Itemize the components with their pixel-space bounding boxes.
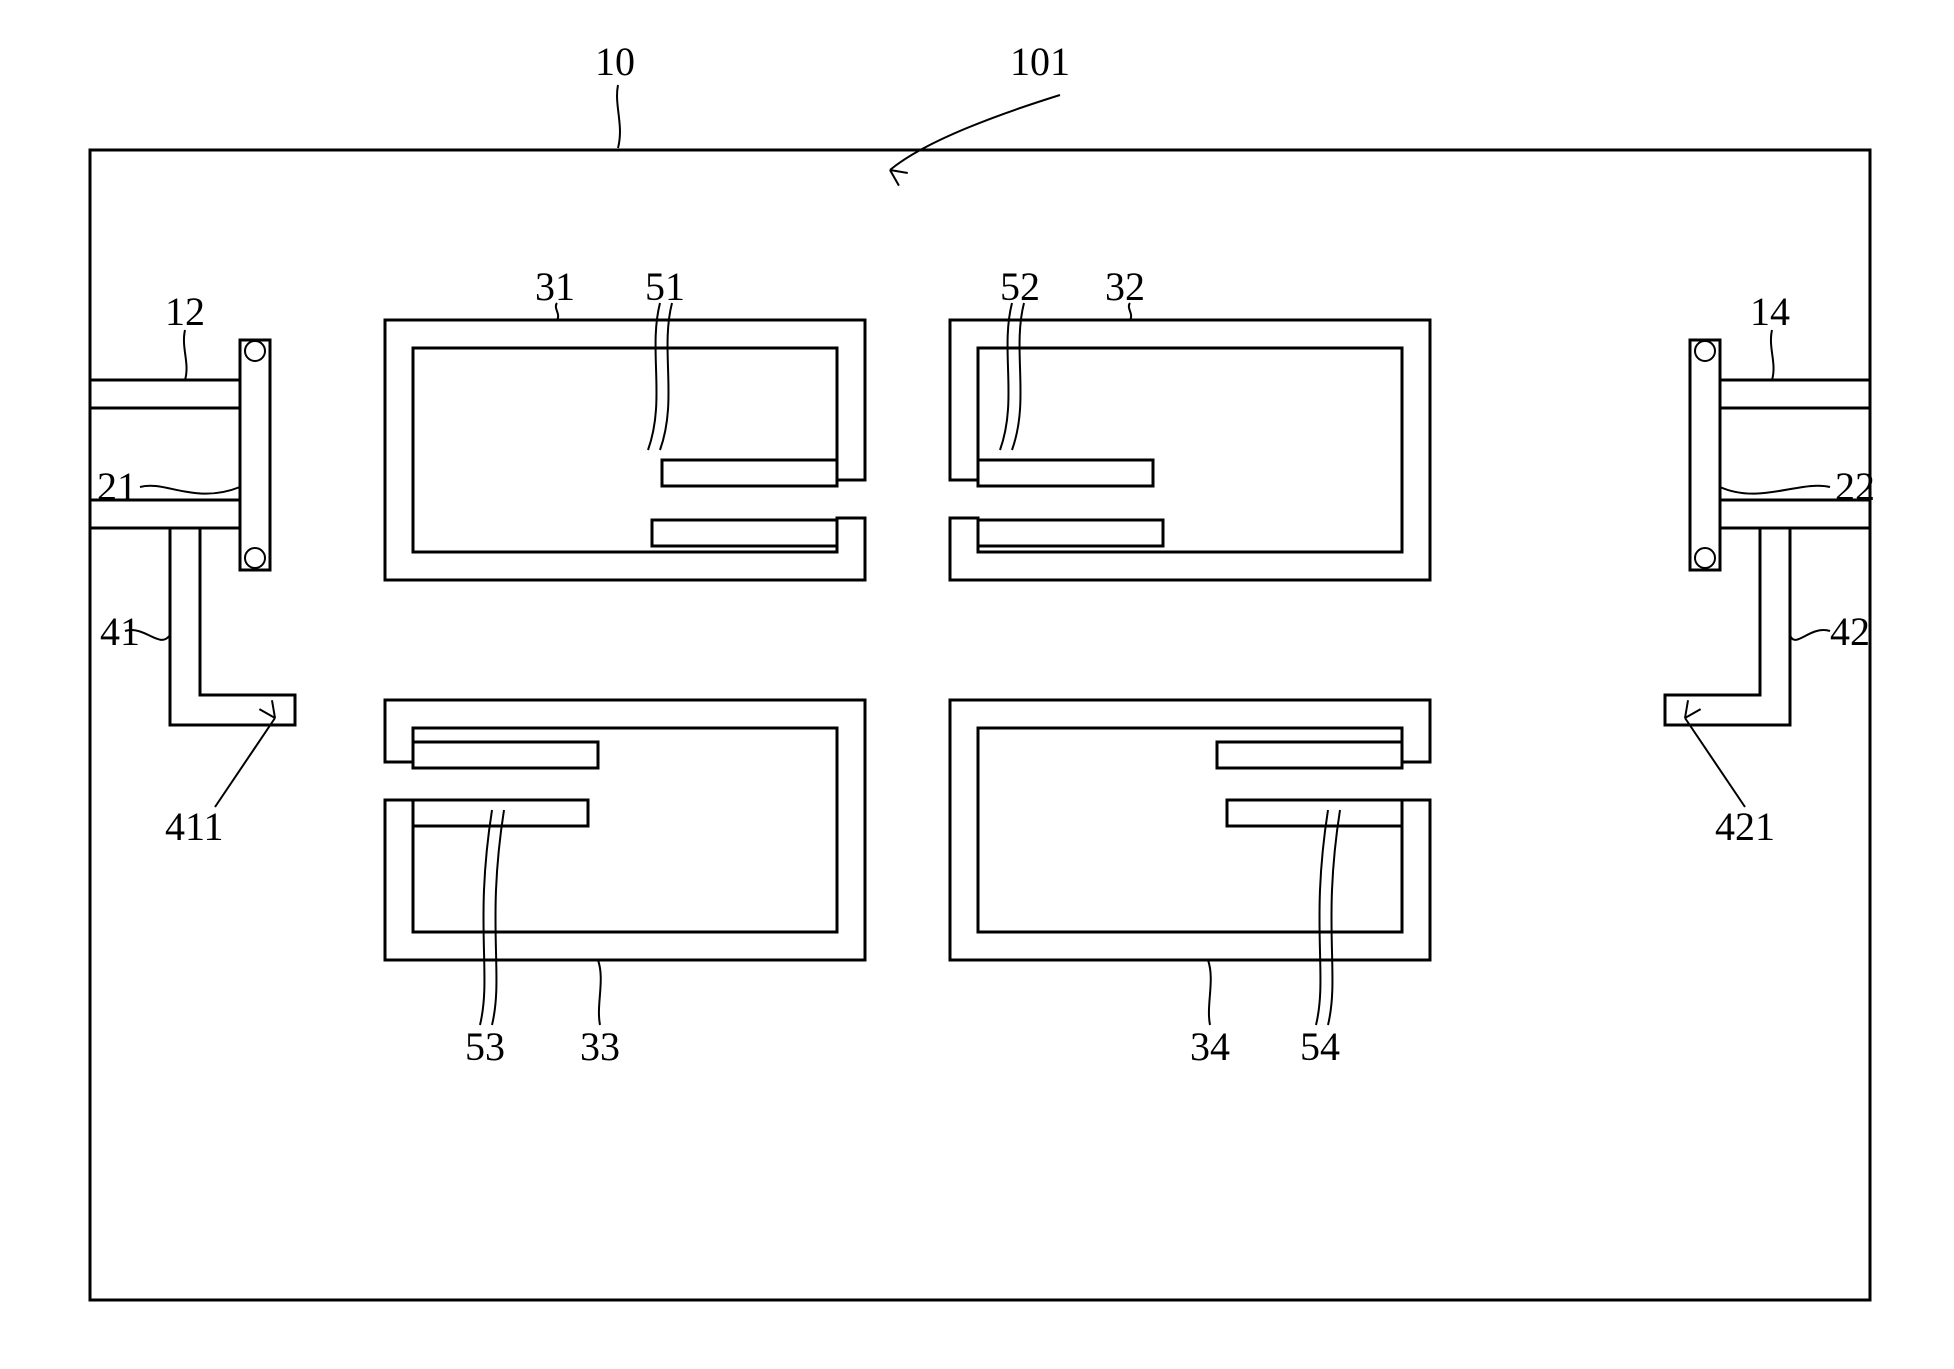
label-31: 31: [535, 264, 575, 309]
label-12: 12: [165, 289, 205, 334]
resonator-34: [950, 700, 1430, 960]
resonator-33: [385, 700, 865, 960]
label-54: 54: [1300, 1024, 1340, 1069]
outer-boundary: [90, 150, 1870, 1300]
label-52: 52: [1000, 264, 1040, 309]
label-421: 421: [1715, 804, 1775, 849]
label-34: 34: [1190, 1024, 1230, 1069]
leader-54: [1316, 810, 1340, 1025]
label-53: 53: [465, 1024, 505, 1069]
leader-53: [480, 810, 504, 1025]
leader-42: [1790, 630, 1830, 640]
leader-51: [648, 303, 672, 450]
label-33: 33: [580, 1024, 620, 1069]
leader-14: [1771, 330, 1774, 380]
leader-10: [617, 85, 620, 148]
leader-33: [598, 960, 601, 1025]
resonator-32: [950, 320, 1430, 580]
label-21: 21: [97, 464, 137, 509]
leader-421: [1685, 700, 1745, 807]
leader-411: [215, 700, 275, 807]
label-41: 41: [100, 609, 140, 654]
label-22: 22: [1835, 464, 1875, 509]
feed-right: [1665, 340, 1870, 725]
leader-101: [890, 95, 1060, 186]
leader-21: [140, 486, 240, 494]
label-51: 51: [645, 264, 685, 309]
label-411: 411: [165, 804, 224, 849]
feed-left: [90, 340, 295, 725]
label-14: 14: [1750, 289, 1790, 334]
label-10: 10: [595, 39, 635, 84]
label-101: 101: [1010, 39, 1070, 84]
label-32: 32: [1105, 264, 1145, 309]
leader-22: [1720, 486, 1830, 494]
leader-52: [1000, 303, 1024, 450]
leader-34: [1208, 960, 1211, 1025]
leader-12: [184, 330, 187, 380]
resonator-31: [385, 320, 865, 580]
label-42: 42: [1830, 609, 1870, 654]
